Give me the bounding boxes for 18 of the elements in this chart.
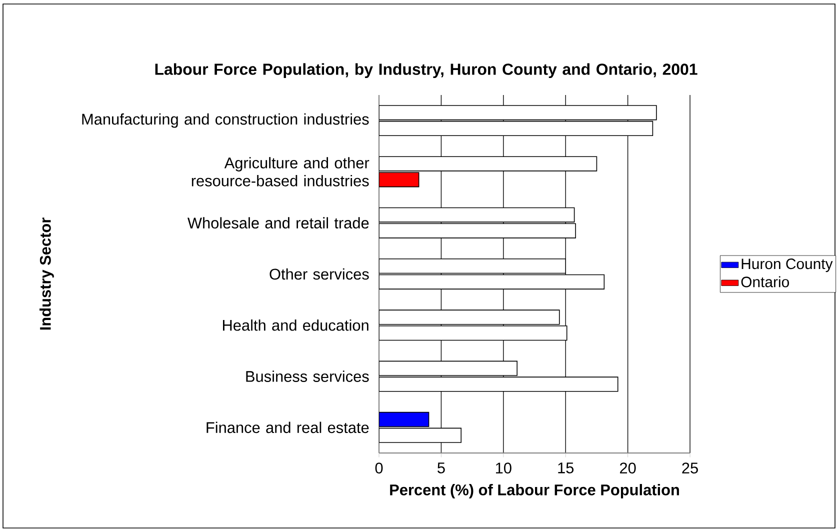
x-tick-label: 20 [620, 462, 636, 474]
legend-label: Ontario [741, 276, 789, 288]
x-axis-title: Percent (%) of Labour Force Population [390, 484, 679, 498]
y-tick-label: Other services [270, 268, 369, 280]
y-tick-label: Wholesale and retail trade [187, 217, 369, 229]
y-tick-label: Business services [246, 370, 369, 382]
y-tick-label: Health and education [223, 319, 368, 331]
y-tick-label: Finance and real estate [206, 422, 369, 434]
x-tick-label: 5 [438, 462, 445, 474]
x-tick-label: 10 [496, 462, 512, 474]
x-tick-label: 0 [375, 462, 383, 474]
legend-label: Huron County [742, 258, 833, 272]
x-tick-label: 15 [558, 462, 574, 474]
y-tick-label: Agriculture and other resource-based industries [192, 157, 370, 186]
chart-title: Labour Force Population, by Industry, Huron County and Ontario, 2001 [155, 63, 698, 78]
y-axis-title: Industry Sector [40, 218, 54, 330]
y-tick-label: Manufacturing and construction industries [82, 113, 369, 128]
x-tick-label: 25 [682, 462, 698, 474]
